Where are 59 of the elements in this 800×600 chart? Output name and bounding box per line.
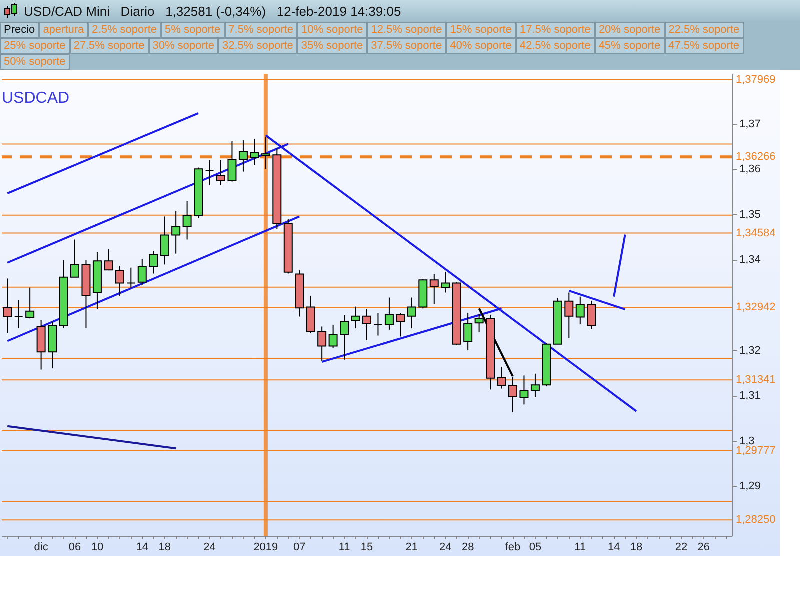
- x-tick-label: 18: [630, 542, 643, 554]
- text: 50% soporte: [0, 54, 70, 70]
- text: 40% soporte: [446, 38, 516, 54]
- text: 47.5% soporte: [664, 38, 744, 54]
- ref-line-label: 1,32942: [736, 302, 776, 314]
- x-tick-label: 14: [608, 542, 620, 554]
- text: 2.5% soporte: [88, 22, 161, 38]
- ref-line-label: 1,29777: [736, 444, 776, 457]
- x-tick-label: feb: [505, 542, 521, 554]
- text: 27.5% soporte: [70, 38, 149, 54]
- x-tick-label: 2019: [254, 542, 278, 554]
- text: 10% soporte: [297, 22, 368, 38]
- ref-line-label: 1,37969: [736, 74, 776, 86]
- x-tick-label: 14: [136, 542, 149, 554]
- x-tick-label: 11: [338, 542, 350, 554]
- text: 32.5% soporte: [218, 38, 298, 54]
- x-tick-label: 07: [293, 542, 306, 554]
- x-tick-label: 26: [698, 542, 710, 554]
- y-tick-label: 1,31: [740, 390, 761, 402]
- ref-line-label: 1,36266: [736, 151, 776, 164]
- text: 5% soporte: [161, 22, 225, 38]
- text: 30% soporte: [148, 38, 218, 54]
- text: Precio: [0, 22, 40, 38]
- x-tick-label: 22: [675, 542, 688, 554]
- text: 37.5% soporte: [367, 38, 446, 54]
- x-tick-label: 24: [204, 542, 216, 554]
- x-tick-label: 18: [158, 542, 171, 554]
- text: USDCAD: [2, 90, 70, 107]
- y-tick-label: 1,37: [740, 118, 761, 130]
- x-tick-label: 05: [529, 542, 542, 554]
- text: 35% soporte: [297, 38, 368, 54]
- text: 7.5% soporte: [224, 22, 298, 38]
- text: 42.5% soporte: [516, 38, 595, 54]
- text: 22.5% soporte: [664, 22, 744, 38]
- x-tick-label: 21: [406, 542, 418, 554]
- x-tick-label: 11: [574, 542, 586, 554]
- text: 17.5% soporte: [516, 22, 595, 38]
- chart-title: USD/CAD Mini Diario 1,32581 (-0,34%) 12-feb-2019 14:39:05: [24, 4, 402, 18]
- x-tick-label: 10: [91, 542, 104, 554]
- text: 20% soporte: [594, 22, 665, 38]
- x-tick-label: 06: [68, 542, 82, 554]
- x-tick-label: 24: [439, 542, 452, 554]
- text: 12.5% soporte: [367, 22, 446, 38]
- y-tick-label: 1,32: [740, 344, 761, 357]
- x-tick-label: 15: [360, 542, 374, 554]
- text: 45% soporte: [594, 38, 665, 54]
- x-tick-label: dic: [34, 542, 49, 554]
- y-tick-label: 1,29: [740, 480, 761, 493]
- text: 15% soporte: [446, 22, 516, 38]
- ref-line-label: 1,34584: [736, 227, 776, 240]
- text: 25% soporte: [0, 38, 70, 54]
- y-tick-label: 1,3: [740, 435, 755, 448]
- y-tick-label: 1,35: [740, 208, 761, 221]
- y-tick-label: 1,34: [740, 254, 761, 266]
- ref-line-label: 1,28250: [736, 514, 776, 526]
- text: apertura: [39, 22, 88, 38]
- ref-line-label: 1,31341: [736, 374, 776, 386]
- y-tick-label: 1,36: [740, 164, 761, 176]
- x-tick-label: 28: [462, 542, 474, 554]
